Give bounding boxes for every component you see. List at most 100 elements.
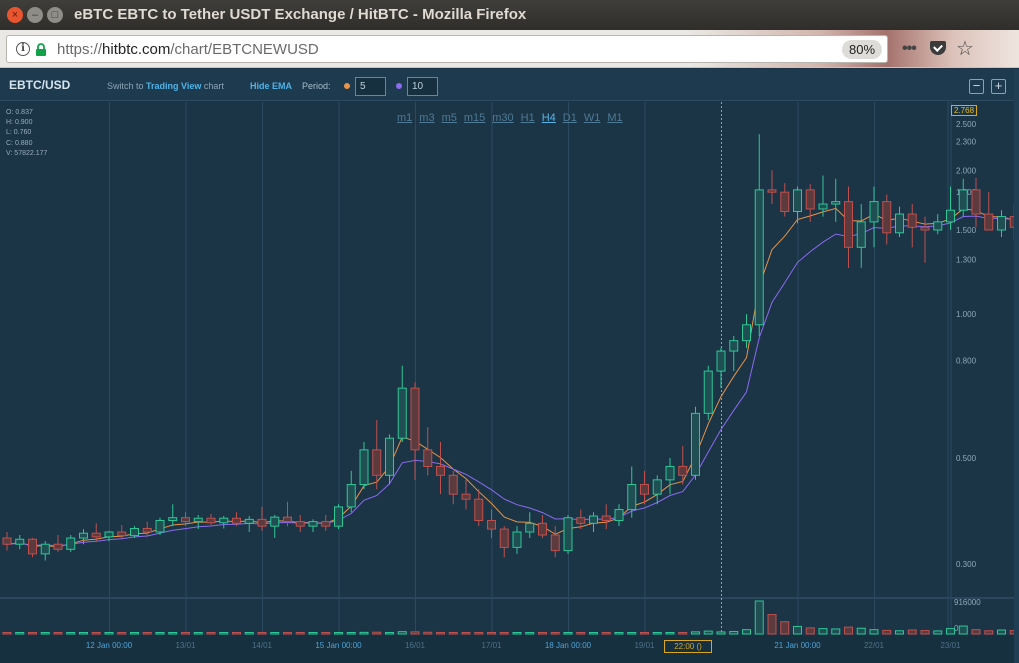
- timeframe-w1[interactable]: W1: [583, 112, 601, 124]
- chart-toolbar: EBTC/USD Switch to Trading View chart Hi…: [0, 69, 1019, 101]
- switch-chart-text: Switch to Trading View chart: [107, 81, 224, 91]
- url-bar[interactable]: i https://hitbtc.com/chart/EBTCNEWUSD 80…: [6, 35, 888, 63]
- volume-bar: [856, 627, 866, 635]
- candle-body: [550, 534, 560, 552]
- candle-body: [920, 226, 930, 231]
- volume-bar: [601, 632, 611, 635]
- chart-area[interactable]: 2.5002.3002.0001.8001.5001.3001.0000.800…: [0, 69, 1019, 663]
- volume-bar: [66, 632, 76, 635]
- browser-navbar: i https://hitbtc.com/chart/EBTCNEWUSD 80…: [0, 30, 1019, 68]
- volume-bar: [844, 626, 853, 635]
- timeframe-m15[interactable]: m15: [463, 112, 486, 124]
- candle-body: [244, 518, 254, 524]
- timeframe-m1[interactable]: m1: [397, 112, 413, 124]
- candle-body: [334, 506, 343, 527]
- timeframe-h4[interactable]: H4: [541, 112, 556, 124]
- timeframe-m5[interactable]: m5: [441, 112, 457, 124]
- volume-bar: [283, 632, 292, 635]
- timeframe-m30[interactable]: m30: [492, 112, 514, 124]
- candle-body: [997, 216, 1006, 231]
- candle-body: [716, 350, 726, 372]
- volume-bar: [920, 630, 930, 635]
- chart-scrollbar[interactable]: [1014, 69, 1019, 663]
- volume-bar: [780, 621, 790, 635]
- candle-body: [754, 189, 764, 326]
- volume-bar: [946, 628, 955, 635]
- maximize-window-button[interactable]: □: [47, 7, 63, 23]
- ema-period-fast-input[interactable]: 5: [355, 77, 386, 96]
- volume-bar: [474, 632, 484, 635]
- volume-bar: [627, 632, 637, 635]
- candle-body: [397, 387, 407, 439]
- window-title: eBTC EBTC to Tether USDT Exchange / HitB…: [74, 6, 527, 23]
- candle-body: [780, 191, 790, 212]
- minimize-window-button[interactable]: –: [27, 7, 43, 23]
- close-window-button[interactable]: ×: [7, 7, 23, 23]
- candle-body: [512, 531, 522, 548]
- timeframe-selector: m1 m3 m5 m15 m30 H1 H4 D1 W1 M1: [397, 112, 630, 124]
- candle-body: [563, 517, 573, 552]
- volume-bar: [589, 632, 598, 635]
- zoom-level-badge[interactable]: 80%: [842, 40, 882, 59]
- candle-body: [15, 538, 25, 545]
- price-chart[interactable]: 2.5002.3002.0001.8001.5001.3001.0000.800…: [0, 69, 1019, 663]
- page-actions-more-icon[interactable]: •••: [902, 40, 917, 57]
- url-text[interactable]: https://hitbtc.com/chart/EBTCNEWUSD: [57, 41, 319, 58]
- candle-body: [831, 201, 841, 205]
- volume-bar: [487, 632, 496, 635]
- timeframe-h1[interactable]: H1: [520, 112, 535, 124]
- y-tick-label: 2.500: [956, 120, 977, 129]
- y-tick-label: 2.300: [956, 137, 977, 146]
- ohlc-low: L: 0.760: [6, 129, 32, 137]
- volume-bar: [652, 632, 662, 635]
- volume-bar: [984, 630, 994, 635]
- candle-body: [346, 484, 356, 508]
- volume-bar: [461, 632, 471, 635]
- trading-view-link[interactable]: Trading View: [146, 81, 202, 91]
- ema-fast-color-dot: [344, 83, 350, 89]
- window-titlebar: × – □ eBTC EBTC to Tether USDT Exchange …: [0, 0, 1019, 30]
- volume-tick-label: 916000: [954, 598, 981, 607]
- timeframe-mn1[interactable]: M1: [607, 112, 623, 124]
- timeframe-m3[interactable]: m3: [419, 112, 435, 124]
- pocket-icon[interactable]: [930, 41, 946, 55]
- candle-body: [856, 221, 866, 248]
- volume-bar: [742, 629, 751, 635]
- bookmark-star-icon[interactable]: ☆: [956, 38, 974, 60]
- x-tick-label: 19/01: [634, 641, 655, 650]
- volume-bar: [678, 632, 688, 635]
- volume-bar: [436, 632, 445, 635]
- volume-tick-label: 0: [954, 624, 959, 633]
- hide-ema-link[interactable]: Hide EMA: [250, 81, 293, 91]
- time-axis-background: [0, 635, 1014, 663]
- candle-body: [40, 543, 50, 555]
- volume-bar: [767, 614, 777, 635]
- candle-body: [308, 521, 318, 527]
- chart-zoom-in-button[interactable]: +: [991, 79, 1006, 94]
- candle-body: [614, 509, 624, 521]
- volume-bar: [219, 632, 229, 635]
- chart-background: [0, 69, 1019, 663]
- volume-bar: [257, 632, 267, 635]
- volume-bar: [640, 632, 649, 635]
- y-tick-label: 2.000: [956, 166, 977, 175]
- ohlc-readout: O: 0.837 H: 0.900 L: 0.760 C: 0.880 V: 5…: [6, 108, 47, 159]
- candle-body: [283, 516, 292, 523]
- site-info-icon[interactable]: i: [16, 42, 30, 56]
- candle-body: [844, 201, 853, 248]
- volume-bar: [206, 632, 216, 635]
- volume-bar: [359, 631, 369, 635]
- volume-bar: [665, 632, 675, 635]
- ema-period-slow-input[interactable]: 10: [407, 77, 438, 96]
- candle-body: [257, 518, 267, 527]
- url-path: /chart/EBTCNEWUSD: [170, 41, 319, 58]
- volume-bar: [882, 629, 892, 635]
- candle-body: [691, 412, 700, 476]
- x-tick-label: 14/01: [252, 641, 273, 650]
- volume-bar: [2, 632, 12, 635]
- candle-body: [53, 543, 63, 550]
- chart-zoom-out-button[interactable]: −: [969, 79, 984, 94]
- timeframe-d1[interactable]: D1: [562, 112, 577, 124]
- y-tick-label: 0.800: [956, 356, 977, 365]
- lock-icon: [36, 43, 46, 56]
